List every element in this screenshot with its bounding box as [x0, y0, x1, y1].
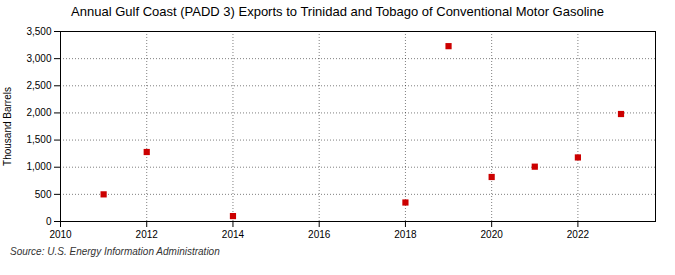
svg-text:2012: 2012: [136, 229, 159, 240]
svg-text:2,000: 2,000: [26, 107, 51, 118]
svg-text:1,000: 1,000: [26, 161, 51, 172]
svg-text:Thousand Barrels: Thousand Barrels: [2, 87, 13, 166]
svg-text:2020: 2020: [481, 229, 504, 240]
svg-text:1,500: 1,500: [26, 134, 51, 145]
svg-text:2014: 2014: [222, 229, 245, 240]
svg-text:500: 500: [35, 189, 52, 200]
svg-text:3,500: 3,500: [26, 26, 51, 37]
svg-text:2,500: 2,500: [26, 80, 51, 91]
svg-text:2016: 2016: [308, 229, 331, 240]
svg-text:2010: 2010: [49, 229, 72, 240]
html-text:Annual Gulf Coast (PADD 3) Exp: Annual Gulf Coast (PADD 3) Exports to Tr…: [71, 4, 604, 19]
svg-text:0: 0: [46, 216, 52, 227]
html-text:Source: U.S. Energy Informatio: Source: U.S. Energy Information Administ…: [10, 246, 220, 257]
svg-text:3,000: 3,000: [26, 53, 51, 64]
svg-text:2022: 2022: [567, 229, 590, 240]
svg-text:2018: 2018: [394, 229, 417, 240]
